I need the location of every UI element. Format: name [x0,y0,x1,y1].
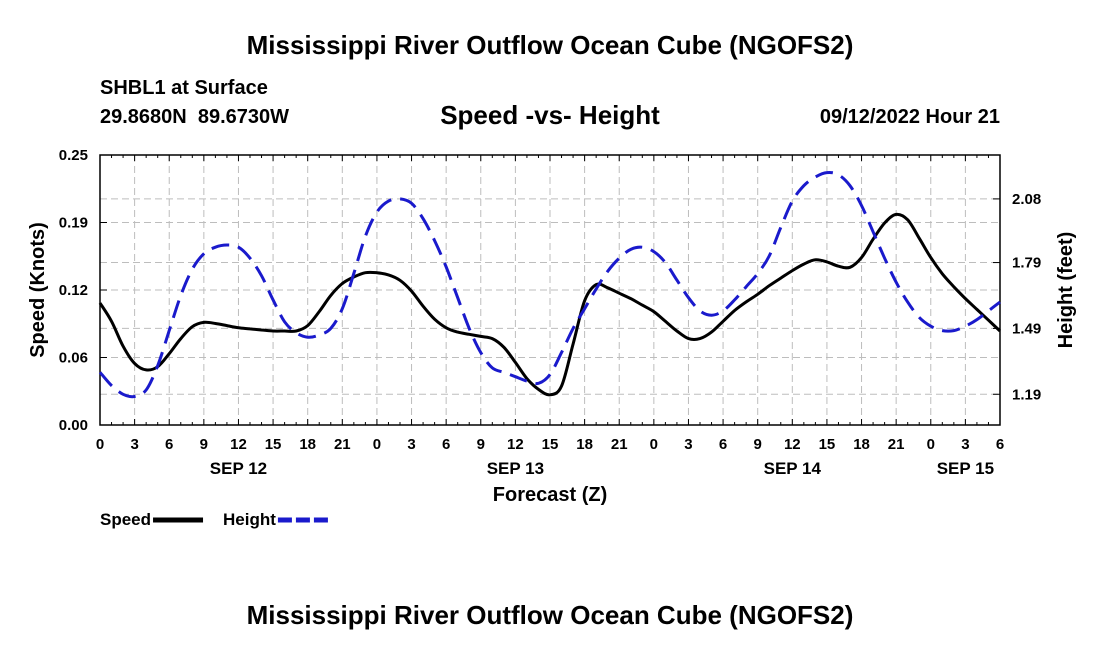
station-name: SHBL1 at Surface [100,77,268,99]
station-coordinates: 29.8680N 89.6730W [100,106,290,128]
y-tick-label: 0.12 [59,282,88,299]
x-tick-label: 3 [684,436,692,453]
x-tick-label: 21 [888,436,905,453]
x-tick-label: 9 [200,436,208,453]
date-label: SEP 14 [764,459,822,478]
x-tick-label: 18 [576,436,593,453]
y2-axis-title: Height (feet) [1055,232,1077,349]
y2-tick-label: 1.19 [1012,386,1041,403]
x-tick-label: 18 [853,436,870,453]
legend-label-speed: Speed [100,510,151,529]
x-tick-label: 12 [784,436,801,453]
x-tick-label: 0 [96,436,104,453]
y-tick-label: 0.06 [59,350,88,367]
forecast-datetime: 09/12/2022 Hour 21 [819,106,1000,128]
x-tick-label: 9 [754,436,762,453]
x-tick-label: 21 [334,436,351,453]
x-tick-label: 15 [819,436,836,453]
x-tick-label: 21 [611,436,628,453]
y-axis-title: Speed (Knots) [27,222,49,358]
series-line-height [98,170,1001,399]
y-tick-label: 0.00 [59,417,88,434]
x-tick-label: 0 [650,436,658,453]
date-label: SEP 12 [210,459,267,478]
x-tick-label: 3 [961,436,969,453]
x-tick-label: 12 [507,436,524,453]
y-tick-label: 0.25 [59,147,88,164]
x-tick-label: 12 [230,436,247,453]
x-tick-label: 6 [719,436,727,453]
x-tick-label: 3 [407,436,415,453]
x-tick-label: 9 [477,436,485,453]
footer-title: Mississippi River Outflow Ocean Cube (NG… [246,600,854,630]
chart-subtitle: Speed -vs- Height [440,100,660,130]
x-axis-title: Forecast (Z) [493,484,607,506]
date-label: SEP 13 [487,459,544,478]
y2-tick-label: 1.49 [1012,320,1041,337]
series-line-speed [98,212,1002,397]
legend-label-height: Height [223,510,276,529]
chart-title-top: Mississippi River Outflow Ocean Cube (NG… [246,30,854,60]
x-tick-label: 6 [996,436,1004,453]
x-tick-label: 15 [265,436,282,453]
x-tick-label: 3 [130,436,138,453]
y-tick-label: 0.19 [59,215,88,232]
x-tick-label: 15 [542,436,559,453]
x-tick-label: 18 [299,436,316,453]
y2-tick-label: 1.79 [1012,255,1041,272]
y2-tick-label: 2.08 [1012,191,1041,208]
date-label: SEP 15 [937,459,994,478]
x-tick-label: 0 [927,436,935,453]
x-tick-label: 6 [165,436,173,453]
x-tick-label: 6 [442,436,450,453]
x-tick-label: 0 [373,436,381,453]
